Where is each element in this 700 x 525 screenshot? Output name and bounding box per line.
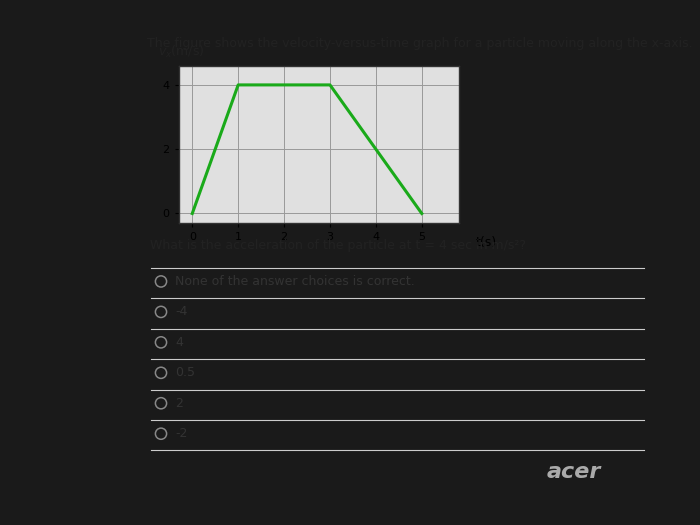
Text: $v_x$(m/s): $v_x$(m/s) [158,44,204,60]
Text: 4: 4 [175,336,183,349]
X-axis label: t(s): t(s) [476,236,497,249]
Text: The figure shows the velocity-versus-time graph for a particle moving along the : The figure shows the velocity-versus-tim… [147,37,692,50]
Text: None of the answer choices is correct.: None of the answer choices is correct. [175,275,414,288]
Text: 2: 2 [175,397,183,410]
Text: acer: acer [547,463,601,482]
Text: -4: -4 [175,306,188,318]
Text: What is the acceleration of the particle at t = 4 sec in m/s²?: What is the acceleration of the particle… [150,239,526,252]
Text: -2: -2 [175,427,188,440]
Text: 0.5: 0.5 [175,366,195,379]
